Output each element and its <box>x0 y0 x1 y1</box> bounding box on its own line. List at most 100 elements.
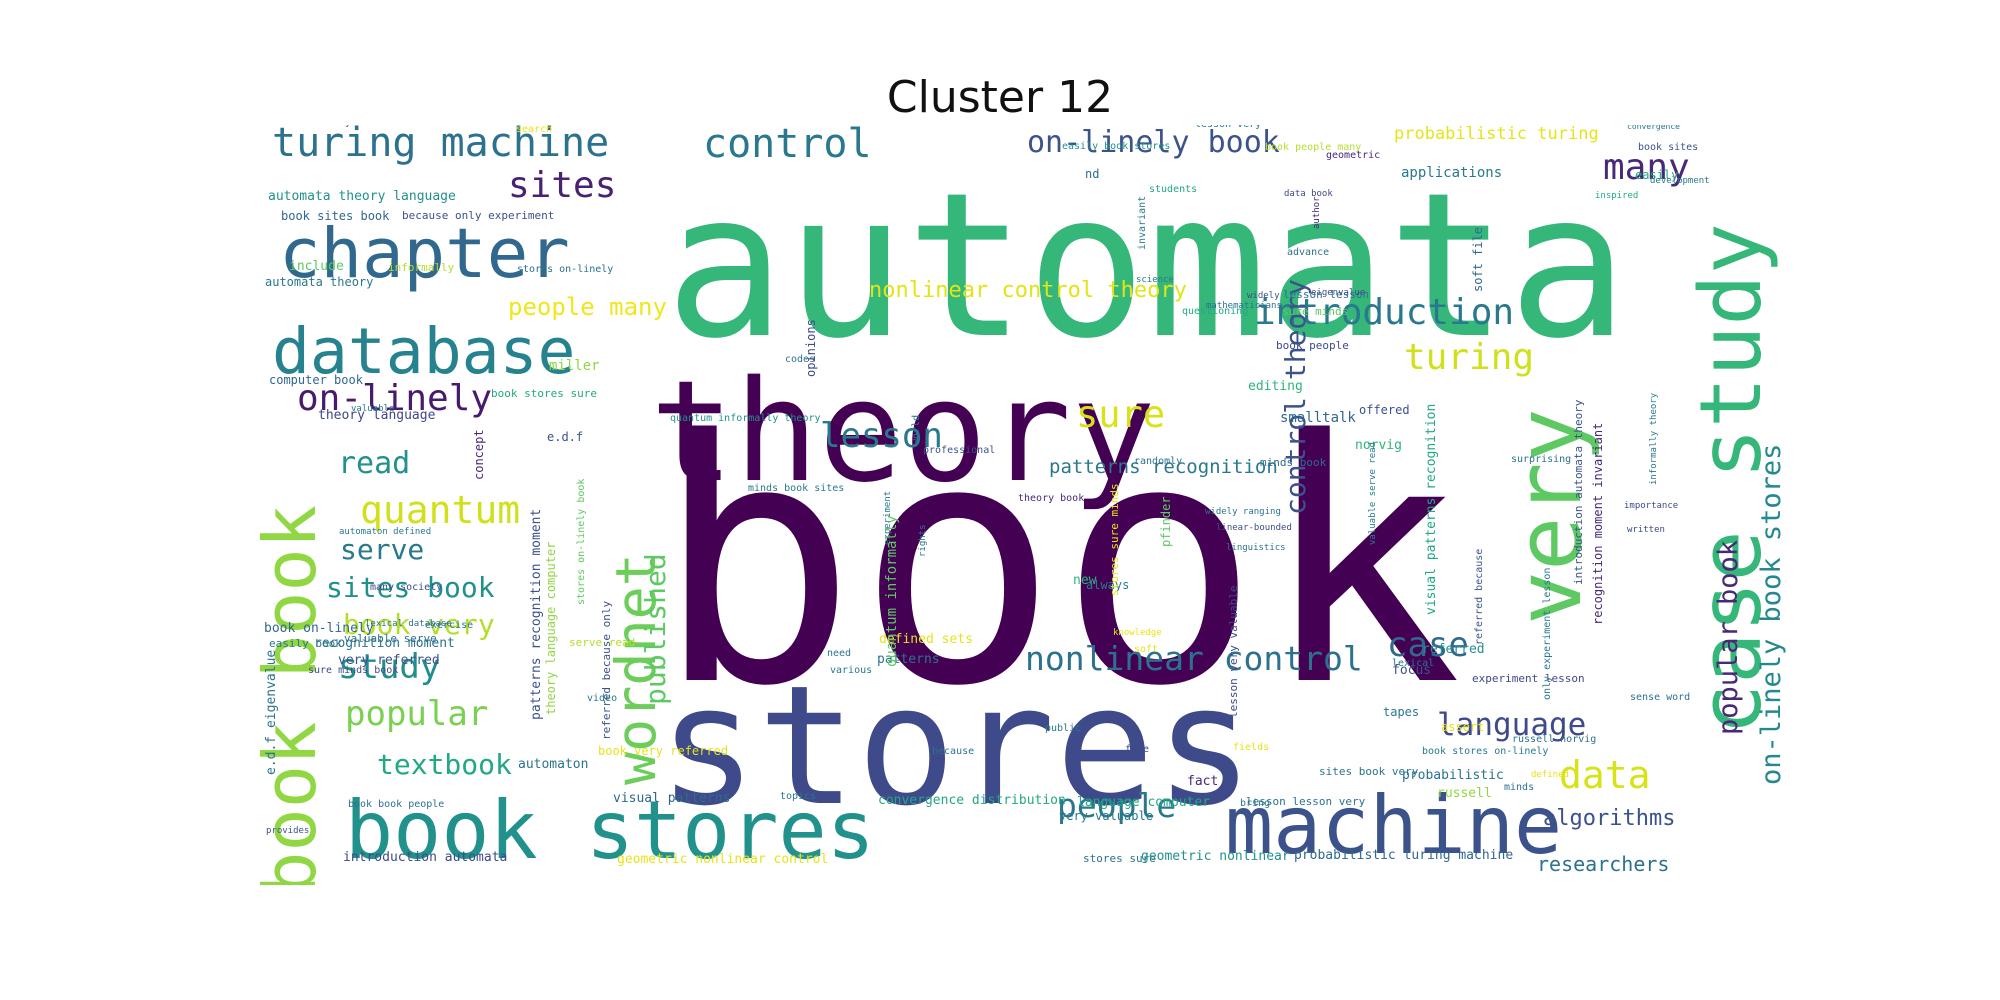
word-bring: bring <box>1240 798 1270 809</box>
word-valuable-serve: valuable serve <box>344 632 437 645</box>
word-minds-book: minds book <box>1260 456 1327 469</box>
word-applications: applications <box>1401 165 1502 181</box>
word-referred-because: referred because <box>1474 549 1485 645</box>
word-book-book-people: book book people <box>348 799 444 810</box>
word-advance: advance <box>1287 247 1329 258</box>
word-automaton-defined: automaton defined <box>339 527 431 537</box>
word-professional: professional <box>923 445 995 456</box>
word-lesson-lesson: lesson lesson <box>1283 288 1369 301</box>
word-very: very <box>1497 408 1602 625</box>
word-very-valuable: very valuable <box>1059 809 1153 823</box>
word-book-stores-sure: book stores sure <box>491 387 597 400</box>
word-probabilistic-turing-machine: probabilistic turing machine <box>1294 848 1513 863</box>
word-inspired: inspired <box>1595 191 1638 201</box>
word-linear-bounded: linear-bounded <box>1216 523 1292 533</box>
word-book: book <box>655 370 1462 760</box>
word-convergence: convergence <box>1627 125 1680 131</box>
word-book-stores: book stores <box>345 784 875 877</box>
word-sure-minds-book: sure minds book <box>308 665 398 676</box>
word-referred-because-only: referred because only <box>600 601 613 740</box>
word-e-d-f: e.d.f <box>547 430 583 444</box>
word-patterns-recognition-moment: patterns recognition moment <box>529 509 544 720</box>
word-development: development <box>1650 176 1710 186</box>
word-provides: provides <box>266 826 309 836</box>
word-widely: widely <box>1247 291 1280 301</box>
word-experiment-lesson: experiment lesson <box>1472 672 1585 685</box>
word-introduction-automata-theory: introduction automata theory <box>1572 399 1585 585</box>
word-sense-word: sense word <box>1630 692 1690 703</box>
word-invariant: invariant <box>1137 196 1148 250</box>
word-patterns-recognition: patterns recognition <box>1049 456 1278 478</box>
word-book-people-many: book people many <box>1265 142 1361 153</box>
word-book-very-referred: book very referred <box>598 744 728 758</box>
word-offered: offered <box>1359 403 1410 417</box>
word-easily-book: easily book <box>269 637 342 650</box>
word-book-book: book book <box>260 505 332 885</box>
word-author: author <box>1312 196 1322 229</box>
word-very-valuable-serve: very valuable serve <box>329 125 432 128</box>
word-defined: defined <box>1531 770 1569 780</box>
word-read: read <box>338 446 410 481</box>
word-stores-on-linely: stores on-linely <box>517 264 613 275</box>
word-students: students <box>1149 184 1197 195</box>
word-study: study <box>338 647 440 687</box>
word-tapes: tapes <box>1383 705 1419 719</box>
word-mathematicians: mathematicians <box>1206 301 1282 311</box>
word-informally: informally <box>388 261 455 274</box>
word-quantum: quantum <box>360 488 520 532</box>
word-because-only-experiment: because only experiment <box>402 209 554 222</box>
word-geometric-nonlinear: geometric nonlinear <box>1141 849 1290 864</box>
word-minds-book-sites: minds book sites <box>748 483 844 494</box>
word-knowledge: knowledge <box>1113 628 1162 638</box>
word-various: various <box>830 665 872 676</box>
word-quantum-informally-theory: quantum informally theory <box>670 413 821 424</box>
word-lesson-lesson-very: lesson lesson very <box>1246 795 1366 808</box>
word-recognition-moment: recognition moment <box>314 636 455 651</box>
word-fact: fact <box>1187 774 1218 789</box>
word-defined-sets: defined sets <box>879 632 973 647</box>
word-introduction-automata: introduction automata <box>343 850 507 865</box>
word-machine: machine <box>1225 779 1562 872</box>
word-assert: assert <box>1441 720 1484 734</box>
word-serve-read: serve read <box>569 636 635 649</box>
word-widely-ranging: widely ranging <box>1205 507 1281 517</box>
word-on-linely-book-stores: on-linely book stores <box>1756 444 1787 785</box>
word-turing-machine: turing machine <box>272 125 609 166</box>
word-database: database <box>272 315 575 388</box>
word-minds: minds <box>1504 782 1534 793</box>
word-lesson: lesson <box>820 416 943 456</box>
word-world: world <box>911 415 922 445</box>
word-people-many: people many <box>508 293 667 321</box>
word-lexical: lexical <box>1392 658 1434 669</box>
word-geometric: geometric <box>1326 150 1380 161</box>
word-convergence-distribution: convergence distribution <box>878 793 1066 808</box>
word-book-sites-book: book sites book <box>281 209 390 223</box>
word-turing: turing <box>1404 337 1534 378</box>
word-linguistics: linguistics <box>1226 543 1286 553</box>
word-easily: easily <box>1635 168 1678 182</box>
word-popular-book: popular book <box>1713 540 1744 735</box>
word-book-sites: book sites <box>1638 142 1698 153</box>
word-automata-theory-language: automata theory language <box>268 189 456 204</box>
word-referred: referred <box>1422 642 1485 657</box>
word-soft: soft <box>1134 644 1158 655</box>
word-smalltalk: smalltalk <box>1280 410 1356 426</box>
word-published: published <box>639 553 672 705</box>
word-control: control <box>703 125 872 167</box>
word-recognition-moment-invariant: recognition moment invariant <box>1591 423 1605 625</box>
word-researchers: researchers <box>1537 852 1669 876</box>
word-sites-book-very: sites book very <box>1319 765 1419 778</box>
word-on-linely-book: on-linely book <box>1027 125 1280 160</box>
word-popular: popular <box>345 694 488 734</box>
word-people: people <box>1057 786 1176 825</box>
word-stores-sure-minds: stores sure minds <box>1108 483 1121 596</box>
word-sites-book: sites book <box>326 571 495 604</box>
word-stores: stores <box>658 650 1254 842</box>
word-probabilistic-turing: probabilistic turing <box>1394 125 1599 144</box>
word-book-stores-on-linely: book stores on-linely <box>1422 746 1548 757</box>
word-surprising: surprising <box>1511 454 1571 465</box>
word-automata: automata <box>665 150 1628 383</box>
word-control-theory: control theory <box>1279 279 1312 515</box>
word-case-study: case study <box>1682 223 1781 735</box>
